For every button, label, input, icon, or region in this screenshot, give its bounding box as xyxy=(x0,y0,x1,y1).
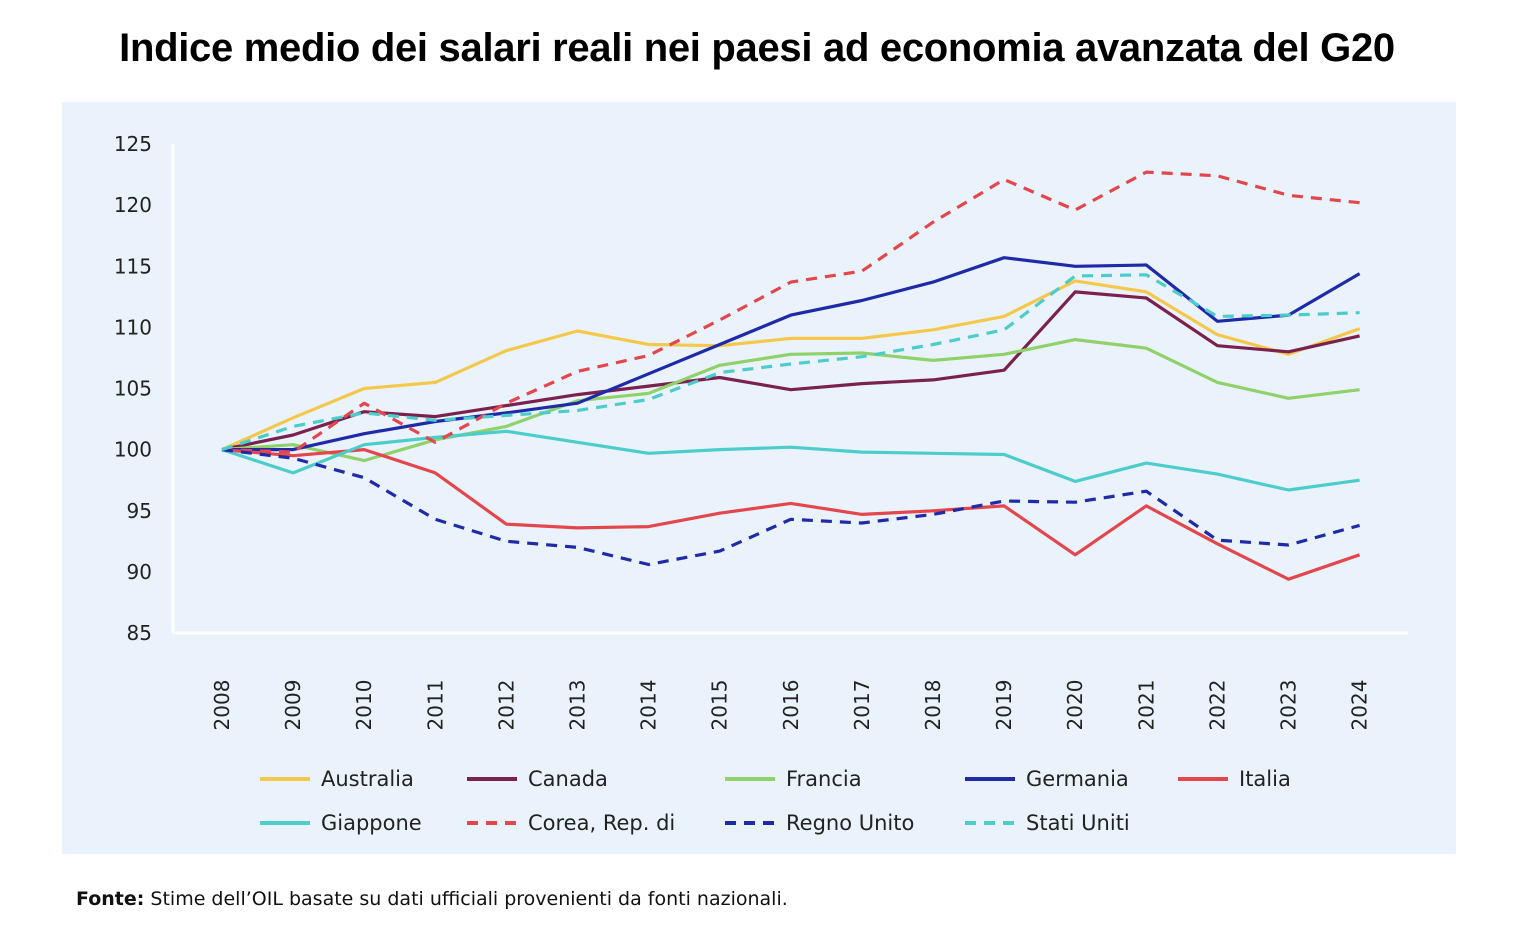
source-note: Fonte: Stime dell’OIL basate su dati uff… xyxy=(76,888,788,910)
source-label: Fonte: xyxy=(76,888,145,910)
legend-label: Corea, Rep. di xyxy=(528,811,675,835)
y-tick-label: 100 xyxy=(114,438,152,462)
y-tick-label: 85 xyxy=(127,621,152,645)
x-tick-label: 2017 xyxy=(850,680,874,731)
x-tick-label: 2021 xyxy=(1134,680,1158,731)
x-tick-label: 2015 xyxy=(708,680,732,731)
legend-label: Regno Unito xyxy=(786,811,914,835)
x-tick-label: 2009 xyxy=(281,680,305,731)
series-line-corea-rep-di xyxy=(221,170,1360,454)
y-tick-label: 110 xyxy=(114,315,152,339)
x-tick-label: 2008 xyxy=(210,680,234,731)
x-tick-label: 2014 xyxy=(637,680,661,731)
x-tick-label: 2022 xyxy=(1205,680,1229,731)
x-tick-label: 2024 xyxy=(1348,680,1372,731)
y-tick-label: 105 xyxy=(114,377,152,401)
y-tick-labels: 125 120 115 110 105 100 95 90 85 xyxy=(114,132,152,645)
source-text: Stime dell’OIL basate su dati ufficiali … xyxy=(150,888,788,910)
x-tick-label: 2020 xyxy=(1063,680,1087,731)
series-line-regno-unito xyxy=(221,448,1361,567)
y-tick-label: 115 xyxy=(114,254,152,278)
y-tick-label: 95 xyxy=(127,499,152,523)
x-tick-label: 2010 xyxy=(352,680,376,731)
chart-panel: 125 120 115 110 105 100 95 90 85 2008 2009 2010 201… xyxy=(62,102,1456,854)
x-tick-label: 2011 xyxy=(423,680,447,731)
series-line-francia xyxy=(221,338,1360,463)
series-line-germania xyxy=(222,256,1361,452)
x-tick-labels: 2008 2009 2010 2011 2012 2013 2014 2015 2016 2017… xyxy=(210,680,1372,731)
legend-item: Regno Unito xyxy=(725,811,914,835)
x-tick-label: 2019 xyxy=(992,680,1016,731)
line-chart: 125 120 115 110 105 100 95 90 85 2008 2009 2010 201… xyxy=(114,132,1408,835)
series-line-canada xyxy=(221,290,1360,452)
legend-label: Germania xyxy=(1026,767,1129,791)
legend-label: Canada xyxy=(528,767,608,791)
y-tick-label: 90 xyxy=(127,560,152,584)
chart-title: Indice medio dei salari reali nei paesi … xyxy=(119,26,1395,70)
legend-item: Giappone xyxy=(260,811,422,835)
legend-item: Francia xyxy=(725,767,862,791)
series-lines xyxy=(221,170,1361,581)
legend-item: Corea, Rep. di xyxy=(467,811,675,835)
legend-label: Francia xyxy=(786,767,862,791)
legend-label: Italia xyxy=(1239,767,1291,791)
x-tick-label: 2016 xyxy=(779,680,803,731)
series-line-giappone xyxy=(221,429,1360,492)
legend-label: Stati Uniti xyxy=(1026,811,1130,835)
series-line-stati-uniti xyxy=(221,273,1360,452)
y-tick-label: 125 xyxy=(114,132,152,156)
x-tick-label: 2013 xyxy=(566,680,590,731)
series-line-italia xyxy=(221,448,1361,581)
legend: Australia Canada Francia Germania Italia Giap… xyxy=(260,767,1291,835)
x-tick-label: 2018 xyxy=(921,680,945,731)
legend-item: Germania xyxy=(965,767,1129,791)
legend-item: Stati Uniti xyxy=(965,811,1130,835)
legend-label: Australia xyxy=(321,767,414,791)
legend-label: Giappone xyxy=(321,811,422,835)
legend-item: Australia xyxy=(260,767,414,791)
legend-item: Italia xyxy=(1178,767,1291,791)
legend-item: Canada xyxy=(467,767,608,791)
x-tick-label: 2012 xyxy=(494,680,518,731)
axes xyxy=(171,144,1408,635)
series-line-australia xyxy=(221,279,1361,452)
y-tick-label: 120 xyxy=(114,193,152,217)
x-tick-label: 2023 xyxy=(1277,680,1301,731)
